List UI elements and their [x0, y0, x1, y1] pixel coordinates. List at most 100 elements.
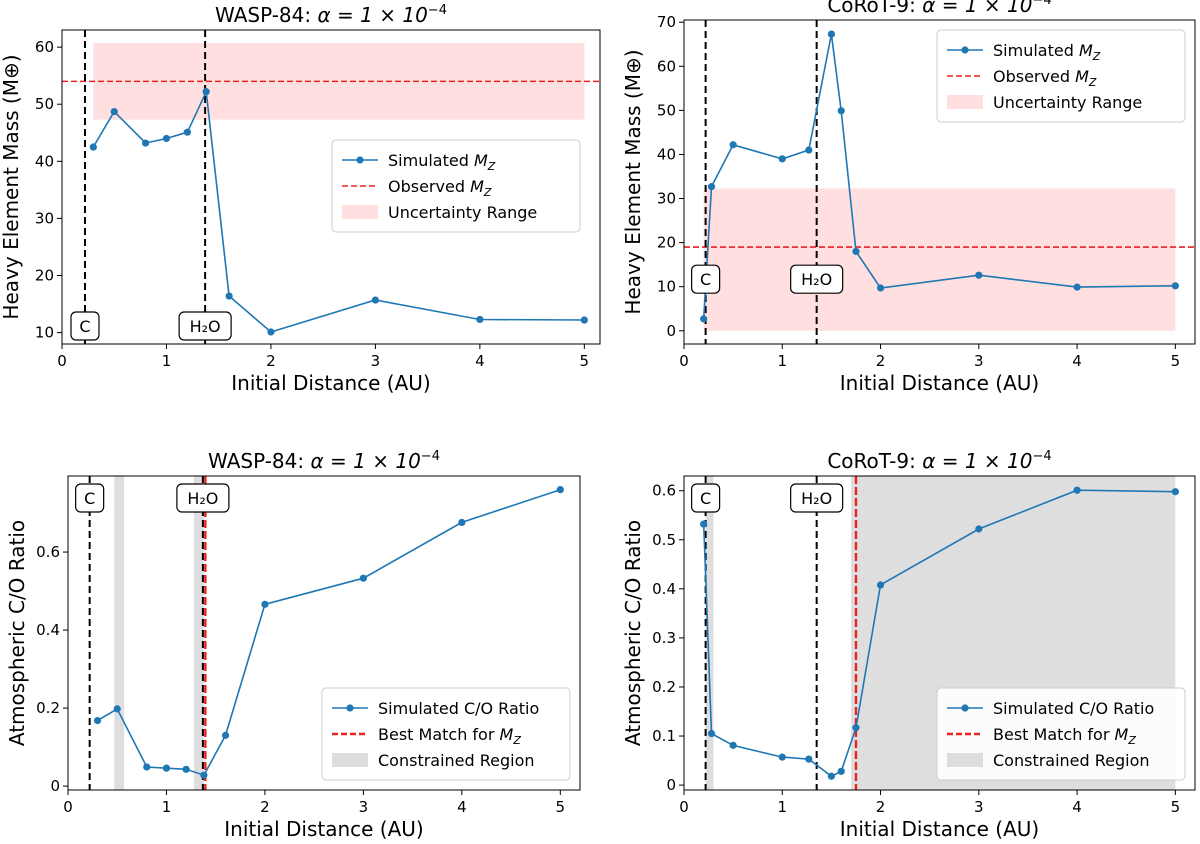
data-point: [837, 107, 845, 115]
legend-entry-text: Simulated: [993, 41, 1079, 60]
y-tick-label: 0.1: [652, 727, 676, 745]
data-point: [580, 316, 588, 324]
axes-frame: [683, 19, 1196, 345]
legend-mz: M: [474, 151, 488, 170]
data-point: [89, 143, 97, 151]
legend-mz-sub: Z: [1088, 76, 1097, 89]
chart-panel-4: C H₂O 0 1 2 3 4 5 0 0.1 0.2 0.3 0.4 0.5 0.6 CoRoT-9: α …: [621, 449, 1196, 841]
title-exponent: −4: [1033, 0, 1052, 8]
constrained-region-2: [194, 476, 204, 790]
data-point: [1073, 283, 1081, 291]
data-point: [371, 296, 379, 304]
legend-entry-1: Simulated C/O Ratio: [378, 699, 539, 718]
title-exponent: −4: [1033, 449, 1052, 464]
legend-entry-2: Best Match for MZ: [993, 725, 1136, 747]
data-point: [707, 183, 716, 191]
title-name: CoRoT-9:: [827, 0, 922, 17]
x-tick-label: 2: [876, 352, 886, 370]
y-tick-label: 0.4: [36, 621, 60, 639]
legend-handle-marker: [356, 156, 364, 164]
data-point: [852, 247, 860, 256]
x-tick-label: 3: [371, 352, 381, 370]
data-point: [93, 716, 102, 725]
legend-handle-marker: [346, 704, 354, 712]
y-tick-label: 0.4: [652, 580, 676, 598]
x-tick-label: 3: [359, 798, 369, 816]
data-point: [700, 315, 708, 323]
iceline-label-box: [790, 264, 844, 294]
legend-entry-text: Observed: [388, 177, 470, 196]
y-axis-label: Heavy Element Mass (M⊕): [621, 49, 645, 314]
y-tick-label: 0: [666, 322, 676, 340]
x-axis-label: Initial Distance (AU): [840, 817, 1039, 841]
data-point: [805, 755, 813, 763]
constrained-region-1: [705, 476, 714, 790]
iceline-label-text: H₂O: [801, 270, 832, 289]
title-name: CoRoT-9:: [827, 449, 922, 473]
data-point: [221, 731, 230, 739]
y-tick-label: 0.2: [652, 678, 676, 696]
x-tick-label: 1: [777, 798, 787, 816]
y-tick-label: 10: [657, 278, 676, 296]
legend-entry-3: Uncertainty Range: [388, 203, 537, 222]
y-tick-label: 0.3: [652, 629, 676, 647]
legend-box: [936, 29, 1186, 123]
legend-entry-text: Simulated: [388, 151, 474, 170]
data-point: [113, 705, 121, 713]
data-point: [778, 753, 786, 761]
title-math: α = 1 × 10: [922, 449, 1032, 473]
data-point: [876, 284, 885, 292]
title-name: WASP-84:: [208, 449, 310, 473]
legend: Simulated C/O Ratio Best Match for MZ Cons…: [321, 687, 571, 781]
legend-box: [321, 687, 571, 781]
y-tick-label: 0.2: [36, 699, 60, 717]
x-tick-label: 1: [162, 798, 172, 816]
legend-entry-text: Constrained Region: [378, 751, 535, 770]
y-tick-label: 10: [35, 324, 54, 342]
data-point: [975, 525, 983, 533]
data-point: [261, 600, 269, 608]
series-line: [702, 33, 1176, 319]
iceline-label-text: C: [79, 317, 90, 336]
series-line: [702, 489, 1176, 778]
iceline-label-box: [691, 483, 721, 513]
iceline-label-text: C: [84, 489, 95, 508]
data-point: [975, 271, 983, 279]
x-tick-label: 4: [457, 798, 467, 816]
iceline-label-1: C: [75, 483, 105, 513]
y-tick-label: 0.5: [652, 531, 676, 549]
chart-title: WASP-84: α = 1 × 10−4: [215, 3, 447, 27]
title-math: α = 1 × 10: [310, 449, 420, 473]
y-tick-label: 40: [657, 145, 676, 163]
x-tick-label: 4: [1072, 352, 1082, 370]
y-tick-label: 70: [657, 13, 676, 31]
data-point: [700, 520, 708, 528]
legend-entry-text: Uncertainty Range: [993, 93, 1142, 112]
data-point: [805, 146, 813, 154]
x-tick-label: 5: [580, 352, 590, 370]
legend-box: [331, 139, 581, 233]
x-axis-label: Initial Distance (AU): [231, 371, 430, 395]
data-point: [827, 772, 836, 780]
plot-area: [62, 30, 600, 344]
iceline-label-2: H₂O: [178, 311, 232, 341]
data-point: [267, 328, 275, 336]
iceline-label-2: H₂O: [790, 483, 844, 513]
x-tick-label: 0: [679, 798, 689, 816]
data-point: [182, 765, 190, 773]
legend-handle-marker: [961, 46, 969, 54]
legend-mz: M: [1115, 725, 1129, 744]
data-point: [729, 741, 737, 749]
legend-entry-1: Simulated MZ: [388, 151, 496, 173]
x-axis-label: Initial Distance (AU): [840, 371, 1039, 395]
legend-entry-text: Simulated C/O Ratio: [993, 699, 1154, 718]
axes-frame: [683, 475, 1196, 791]
legend-handle-patch: [342, 205, 378, 219]
uncertainty-band: [703, 188, 1176, 331]
data-point: [827, 30, 836, 38]
data-point: [141, 139, 150, 147]
y-tick-label: 50: [35, 95, 54, 113]
y-tick-label: 40: [35, 152, 54, 170]
